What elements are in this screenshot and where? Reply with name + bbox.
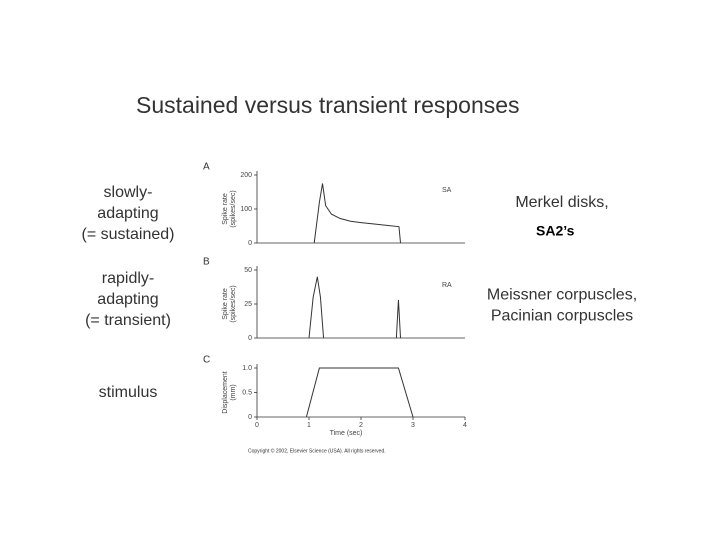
y-axis-label: (mm): [230, 384, 237, 400]
y-tick-label: 25: [244, 301, 252, 308]
y-axis-label: Displacement: [222, 371, 229, 413]
x-tick-label: 3: [411, 422, 415, 429]
note: SA2’s: [536, 223, 575, 239]
y-axis-label: Spike rate: [222, 288, 229, 320]
right-label: Merkel disks,: [515, 194, 608, 211]
x-tick-label: 2: [359, 422, 363, 429]
y-tick-label: 0: [248, 240, 252, 247]
right-label: Pacinian corpuscles: [491, 308, 633, 325]
line: [313, 183, 402, 244]
y-axis-label: (spikes/sec): [230, 285, 237, 322]
y-tick-label: 100: [240, 206, 252, 213]
left-label: stimulus: [99, 384, 158, 401]
y-tick-label: 0.5: [242, 389, 252, 396]
line: [305, 367, 414, 418]
y-tick-label: 0: [248, 335, 252, 342]
x-axis-label: Time (sec): [330, 430, 363, 437]
panel-label: A: [203, 162, 210, 173]
left-label: adapting: [97, 205, 158, 222]
y-tick-label: 0: [248, 414, 252, 421]
y-tick-label: 1.0: [242, 365, 252, 372]
left-label: rapidly-: [102, 270, 154, 287]
x-tick-label: 1: [307, 422, 311, 429]
slide-title: Sustained versus transient responses: [136, 92, 520, 118]
x-tick-label: 0: [255, 422, 259, 429]
panel-label: B: [203, 257, 210, 268]
left-label: (= sustained): [82, 226, 175, 243]
left-label: adapting: [97, 291, 158, 308]
left-label: slowly-: [104, 184, 153, 201]
y-tick-label: 200: [240, 172, 252, 179]
annotation: SA: [442, 187, 452, 194]
y-tick-label: 50: [244, 267, 252, 274]
x-tick-label: 4: [463, 422, 467, 429]
line: [308, 276, 402, 339]
copyright: Copyright © 2002, Elsevier Science (USA)…: [248, 447, 386, 454]
right-label: Meissner corpuscles,: [487, 287, 637, 304]
panel-label: C: [203, 355, 210, 366]
left-label: (= transient): [85, 312, 171, 329]
y-axis-label: (spikes/sec): [230, 190, 237, 227]
annotation: RA: [442, 282, 452, 289]
y-axis-label: Spike rate: [222, 193, 229, 225]
